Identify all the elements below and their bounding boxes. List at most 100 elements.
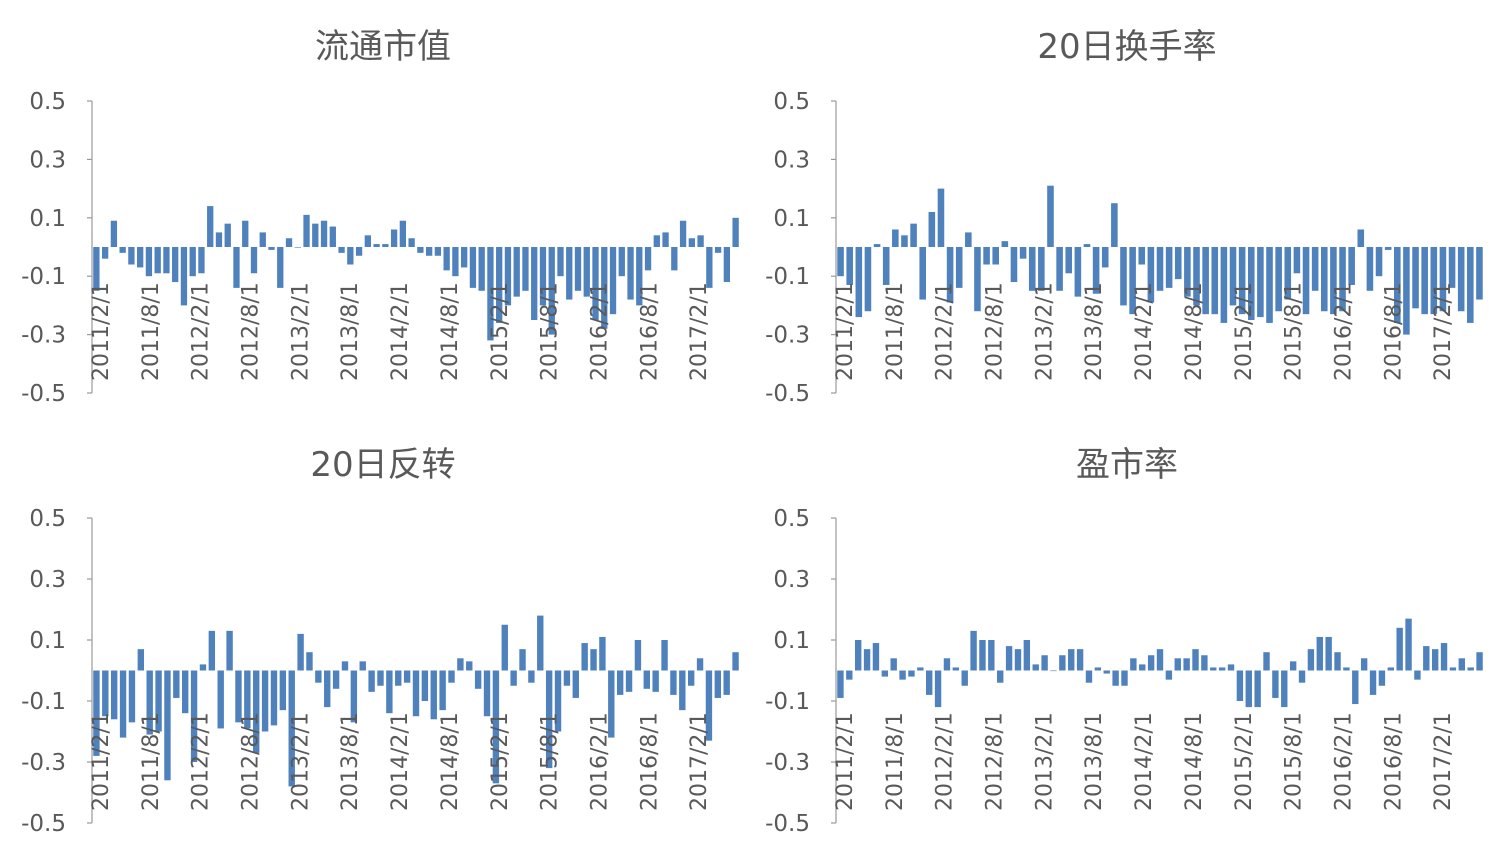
x-tick-label: 2015/2/1: [488, 712, 513, 811]
bar: [443, 247, 450, 271]
x-tick-label: 2016/8/1: [1381, 282, 1406, 381]
bar: [1092, 247, 1100, 294]
bar: [970, 630, 977, 671]
bar: [723, 670, 730, 695]
bar: [937, 188, 945, 247]
chart-panel-1: 流通市值 0.5 0.3 0.1 -0.1 -0.3 -0.5 2011/2/1 2011/8/…: [21, 27, 739, 407]
bar: [403, 670, 411, 683]
chart-panel-4: 盈市率 0.5 0.3 0.1 -0.1 -0.3 -0.5 2011/2/1 2011/8/1…: [765, 445, 1483, 837]
bar: [180, 247, 188, 306]
bar: [1431, 649, 1439, 671]
bar: [425, 247, 433, 256]
bar: [992, 247, 1000, 265]
bar: [590, 649, 597, 671]
bar: [128, 247, 135, 265]
bar: [1083, 244, 1091, 247]
bar: [373, 244, 380, 247]
x-tick-label: 2016/2/1: [1331, 712, 1356, 811]
bar: [1423, 646, 1430, 671]
bar: [1352, 670, 1359, 705]
bar: [705, 670, 713, 741]
bar: [190, 670, 198, 762]
bar: [1448, 247, 1456, 288]
bar: [873, 244, 881, 247]
bar: [1047, 185, 1054, 247]
y-tick-label: 0.3: [29, 567, 66, 593]
y-tick-label: 0.3: [773, 147, 810, 173]
bar: [1059, 655, 1066, 671]
bar: [574, 247, 582, 291]
bar: [208, 630, 216, 671]
bar: [1111, 203, 1118, 247]
bar: [119, 670, 127, 738]
bar: [1298, 670, 1306, 683]
chart-title: 20日换手率: [1037, 27, 1216, 67]
bar: [636, 247, 643, 306]
x-tick-label: 2013/8/1: [1082, 712, 1107, 811]
bar: [329, 226, 336, 247]
x-tick-label: 2013/8/1: [338, 282, 363, 381]
bar: [137, 649, 145, 671]
bar: [224, 223, 231, 247]
bar: [430, 670, 437, 720]
y-tick-label: -0.5: [765, 811, 810, 837]
bar: [1412, 247, 1419, 309]
bar: [952, 667, 960, 671]
bar: [688, 238, 695, 247]
bar: [513, 247, 520, 297]
y-tick-label: -0.1: [21, 689, 66, 715]
bar: [504, 247, 512, 306]
bar: [250, 247, 258, 274]
x-tick-label: 2015/8/1: [1282, 282, 1307, 381]
bar: [837, 247, 844, 277]
x-tick-label: 2013/2/1: [1032, 712, 1057, 811]
bar: [487, 247, 494, 341]
x-tick-label: 2013/8/1: [1082, 282, 1107, 381]
bar: [1360, 658, 1368, 671]
x-tick-label: 2017/2/1: [687, 712, 712, 811]
x-tick-label: 2015/8/1: [1282, 712, 1307, 811]
bar: [627, 247, 634, 300]
bar: [1103, 670, 1110, 674]
bar: [1120, 247, 1127, 306]
x-tick-label: 2012/8/1: [983, 282, 1008, 381]
y-tick-label: 0.5: [773, 506, 810, 532]
bar: [1202, 247, 1209, 315]
bar: [919, 247, 926, 300]
bar: [217, 670, 224, 729]
bar: [279, 670, 287, 711]
bar: [1275, 247, 1282, 312]
bar: [1165, 670, 1173, 680]
bar: [93, 247, 100, 291]
chart-title: 盈市率: [1076, 445, 1178, 485]
y-tick-label: -0.5: [21, 811, 66, 837]
bar: [172, 247, 179, 283]
chart-title: 20日反转: [310, 445, 455, 485]
bar: [163, 247, 170, 274]
chart-panel-3: 20日反转 0.5 0.3 0.1 -0.1 -0.3 -0.5 2011/2/1 2011/8…: [21, 445, 739, 837]
bar: [601, 247, 608, 329]
bar: [1014, 649, 1022, 671]
bar: [908, 670, 915, 677]
bar: [501, 624, 508, 671]
bar: [528, 670, 535, 683]
bar: [233, 247, 240, 288]
bar: [242, 220, 249, 247]
x-tick-label: 2011/8/1: [883, 712, 908, 811]
bar: [661, 640, 668, 671]
bar: [1247, 247, 1255, 320]
bar: [207, 206, 214, 247]
y-tick-label: 0.1: [773, 206, 810, 232]
bar: [377, 670, 384, 686]
bar: [1028, 247, 1036, 291]
bar: [687, 670, 695, 686]
bar: [1023, 640, 1031, 671]
bar: [1384, 247, 1392, 250]
bar: [270, 670, 278, 726]
y-tick-label: -0.1: [765, 264, 810, 290]
bar: [1405, 618, 1412, 671]
bar: [881, 670, 889, 677]
bar: [350, 670, 358, 723]
bar: [474, 670, 482, 689]
bar: [110, 670, 118, 720]
